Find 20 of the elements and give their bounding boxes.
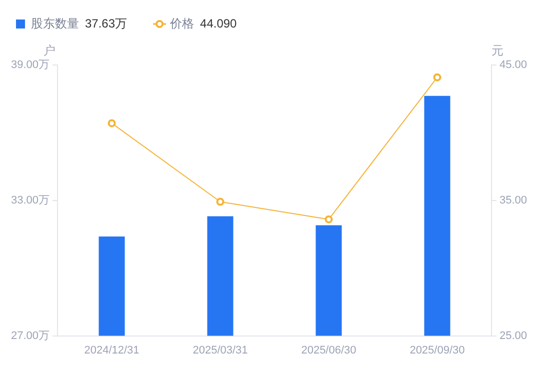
legend-label: 股东数量 xyxy=(31,16,79,30)
y2-tick-label: 25.00 xyxy=(499,330,528,342)
y-axis-title: 户 xyxy=(44,43,56,58)
point xyxy=(324,215,333,224)
legend-label: 价格 xyxy=(169,16,194,30)
x-tick-label: 2024/12/31 xyxy=(84,344,140,356)
point xyxy=(433,73,442,82)
y2-tick-label: 45.00 xyxy=(499,59,528,72)
x-tick-label: 2025/03/31 xyxy=(192,344,248,356)
x-tick-label: 2025/09/30 xyxy=(410,344,465,356)
y-tick-label: 33.00万 xyxy=(10,194,50,206)
y-tick-label: 39.00万 xyxy=(10,59,50,72)
point xyxy=(108,119,116,128)
x-tick-label: 2025/06/30 xyxy=(301,344,356,356)
y-tick-label: 27.00万 xyxy=(10,330,50,342)
point xyxy=(216,198,224,206)
text: 44.090 xyxy=(200,16,238,30)
y2-tick-label: 35.00 xyxy=(499,194,528,206)
y2-axis-title: 元 xyxy=(491,43,504,58)
text: 37.63万 xyxy=(85,16,128,30)
